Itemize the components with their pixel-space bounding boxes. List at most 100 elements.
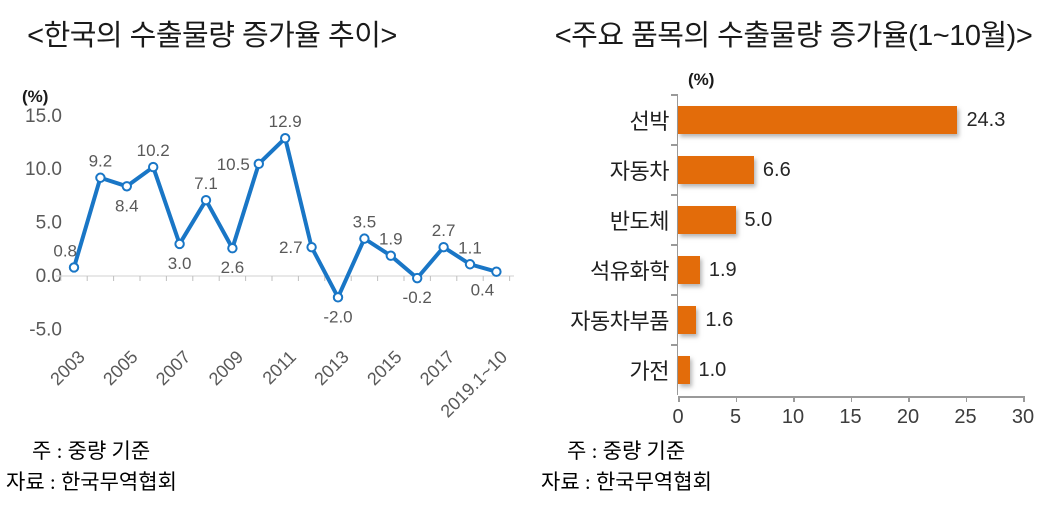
bar-value-label: 1.9: [708, 258, 737, 281]
data-point-marker: [464, 259, 476, 270]
bar-value-label: 6.6: [762, 158, 791, 181]
bar-track: 1.6: [677, 295, 1056, 345]
bar: [678, 206, 736, 234]
value-axis-tick: [1023, 396, 1025, 402]
left-chart-title: <한국의 수출물량 증가율 추이>: [27, 20, 397, 52]
data-point-marker: [253, 158, 264, 170]
data-point-label: 3.5: [353, 213, 377, 232]
data-point-marker: [227, 243, 238, 254]
data-point-marker: [200, 194, 212, 206]
bar: [678, 256, 700, 284]
x-tick-label: 2003: [46, 347, 88, 389]
data-point-label: -0.2: [403, 288, 432, 307]
category-axis-tick: [671, 294, 678, 296]
value-axis-tick: [678, 396, 680, 402]
y-tick-label: 0.0: [36, 266, 62, 287]
data-point-marker: [412, 272, 423, 284]
data-point-label: -2.0: [323, 307, 352, 326]
data-point-label: 9.2: [89, 152, 113, 171]
bar: [678, 306, 697, 334]
bar-rows: 선박 24.3 자동차 6.6 반도체 5.0 석유화학 1.9 자동차부품 1.6 가전 1.0: [528, 94, 1056, 395]
x-tick-label: 2017: [416, 347, 458, 389]
value-axis-tick: [908, 396, 910, 402]
right-footnote: 주 : 중량 기준 자료 : 한국무역협회: [541, 436, 712, 498]
value-axis-tick-label: 10: [781, 406, 805, 428]
bar: [678, 356, 690, 384]
bar-category-label: 선박: [629, 109, 670, 134]
category-axis-tick: [671, 194, 678, 196]
value-axis-tick-label: 0: [672, 406, 684, 428]
data-point-marker: [438, 241, 449, 253]
value-axis-tick: [793, 396, 795, 402]
right-source: 자료 : 한국무역협회: [541, 470, 712, 494]
bar-value-label: 24.3: [966, 108, 1006, 131]
bar-track: 24.3: [677, 95, 1056, 145]
category-axis-tick: [671, 94, 678, 96]
bar-track: 5.0: [677, 195, 1056, 245]
bar-category-label: 반도체: [609, 209, 670, 234]
data-point-label: 3.0: [168, 254, 192, 273]
value-axis-tick-label: 5: [729, 406, 742, 428]
data-point-marker: [332, 292, 344, 303]
bar: [678, 156, 754, 184]
left-footnote: 주 : 중량 기준 자료 : 한국무역협회: [6, 436, 177, 498]
y-tick-label: -5.0: [29, 319, 62, 340]
data-point-marker: [174, 238, 185, 250]
data-point-marker: [280, 133, 291, 144]
right-note: 주 : 중량 기준: [567, 439, 686, 463]
bar-category-label: 자동차부품: [570, 309, 669, 334]
data-point-label: 8.4: [115, 196, 139, 215]
data-point-label: 0.8: [53, 241, 77, 260]
value-axis-tick: [965, 396, 967, 402]
x-tick-label: 2009: [205, 347, 247, 389]
data-point-marker: [68, 262, 80, 273]
data-point-label: 10.5: [217, 155, 250, 174]
bar-value-label: 1.0: [698, 358, 727, 381]
value-axis-tick-label: 30: [1011, 406, 1035, 428]
bar-chart: (%) 선박 24.3 자동차 6.6 반도체 5.0 석유화학 1.9 자동차부품 1.6 가전 1…: [528, 62, 1056, 436]
data-point-label: 12.9: [269, 112, 302, 131]
y-tick-label: 5.0: [36, 213, 62, 234]
data-point-marker: [148, 161, 159, 173]
category-axis-tick: [671, 244, 678, 246]
bar-track: 6.6: [677, 145, 1056, 195]
bar: [678, 106, 958, 134]
bar-category-label: 가전: [629, 359, 670, 384]
y-tick-label: 10.0: [25, 159, 62, 180]
data-point-marker: [491, 266, 502, 277]
data-point-label: 10.2: [137, 141, 170, 160]
x-tick-label: 2011: [259, 347, 301, 389]
bar-category-label: 석유화학: [590, 259, 669, 284]
right-unit-label: (%): [688, 70, 715, 89]
bar-track: 1.0: [677, 345, 1056, 395]
x-tick-label: 2015: [363, 347, 405, 389]
data-point-label: 7.1: [194, 174, 218, 193]
data-point-label: 0.4: [471, 281, 495, 300]
left-source: 자료 : 한국무역협회: [6, 470, 177, 494]
bar-row: 자동차 6.6: [528, 144, 1056, 195]
bar-row: 선박 24.3: [528, 94, 1056, 145]
value-axis-tick: [850, 396, 852, 402]
data-point-label: 1.1: [458, 238, 482, 257]
bar-category-label: 자동차: [609, 159, 670, 184]
data-point-marker: [306, 241, 317, 253]
right-chart-title: <주요 품목의 수출물량 증가율(1~10월)>: [554, 20, 1033, 52]
x-tick-label: 2005: [99, 347, 141, 389]
value-axis-tick-label: 15: [839, 406, 862, 428]
bar-value-label: 5.0: [744, 208, 773, 231]
value-axis-tick: [735, 396, 737, 402]
data-point-marker: [385, 250, 396, 261]
data-point-marker: [95, 172, 106, 183]
data-point-label: 1.9: [379, 230, 403, 249]
bar-value-label: 1.6: [705, 308, 734, 331]
data-point-marker: [359, 233, 370, 244]
category-axis-tick: [671, 144, 678, 146]
value-axis-tick-label: 25: [954, 406, 977, 428]
bar-row: 자동차부품 1.6: [528, 294, 1056, 345]
bar-row: 반도체 5.0: [528, 194, 1056, 245]
data-point-marker: [121, 181, 133, 192]
category-axis-tick: [671, 344, 678, 346]
bar-row: 가전 1.0: [528, 344, 1056, 395]
